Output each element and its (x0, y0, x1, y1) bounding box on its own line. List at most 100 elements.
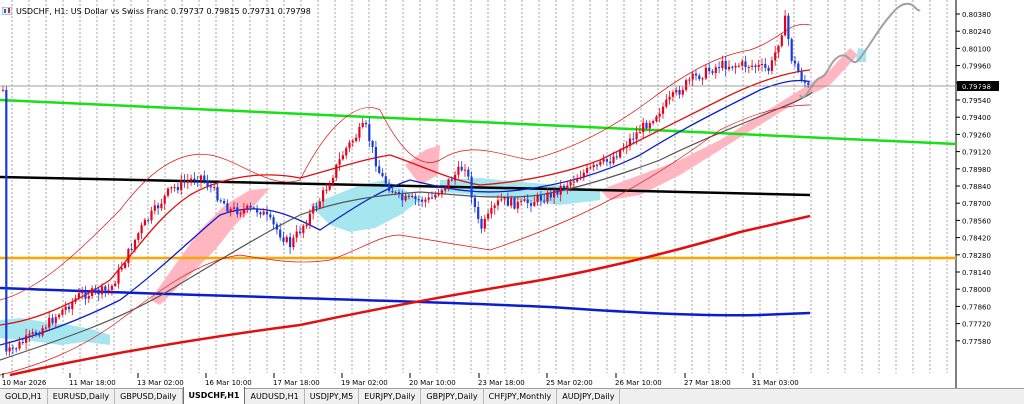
candle (513, 196, 516, 210)
candle (784, 9, 787, 37)
chart-tab[interactable]: AUDUSD,H1 (245, 389, 305, 404)
candle (714, 63, 717, 79)
candle (424, 197, 427, 208)
candle (562, 183, 566, 192)
chart-tab-bar: GOLD,H1 EURUSD,Daily GBPUSD,Daily USDCHF,H1… (0, 387, 1024, 404)
price-label: 0.78280 (962, 252, 991, 260)
candle (34, 329, 38, 337)
candle (173, 183, 176, 192)
candle (203, 170, 206, 184)
chart-tab[interactable]: GBPUSD,Daily (115, 389, 183, 404)
candle (91, 285, 94, 300)
chart-tab[interactable]: AUDJPY,Daily (557, 389, 621, 404)
candle (526, 194, 529, 209)
candle (170, 186, 173, 194)
candle (635, 126, 638, 145)
candle (480, 215, 483, 234)
candle (94, 284, 97, 295)
candle (140, 222, 143, 240)
candle (668, 90, 671, 105)
candle (28, 330, 31, 343)
candle (595, 163, 599, 171)
candle (84, 285, 87, 305)
candle (421, 196, 424, 208)
candle (285, 234, 288, 244)
candle (193, 172, 196, 185)
candle (348, 140, 351, 153)
candle (54, 313, 57, 329)
chart-type-icon (2, 7, 12, 15)
candle (473, 194, 476, 213)
candle (467, 166, 470, 180)
candle (183, 174, 186, 188)
candle (265, 206, 269, 221)
candle (143, 217, 146, 227)
time-label: 25 Mar 02:00 (546, 379, 593, 387)
candle (157, 202, 160, 215)
candle (566, 181, 569, 195)
candle (675, 87, 678, 96)
candle (543, 194, 546, 204)
candle (64, 301, 67, 315)
candle (721, 55, 724, 71)
candle (180, 174, 183, 196)
candle (61, 308, 64, 317)
candle (754, 63, 757, 74)
black-trendline (0, 175, 811, 197)
candle (308, 209, 311, 230)
candle (8, 341, 11, 357)
candle (764, 58, 767, 72)
chart-tab[interactable]: USDCHF,H1 (182, 387, 246, 404)
candle (572, 175, 575, 188)
blue-long-ma (0, 286, 811, 317)
chart-tab[interactable]: EURJPY,Daily (359, 389, 422, 404)
candle (249, 202, 252, 212)
candle (774, 45, 777, 66)
candle (553, 186, 556, 204)
candle (533, 196, 536, 207)
price-label: 0.80100 (962, 45, 991, 53)
chart-tab[interactable]: EURUSD,Daily (47, 389, 116, 404)
candle (219, 198, 222, 204)
candle (404, 192, 407, 202)
price-label: 0.77580 (962, 338, 991, 346)
candle (450, 176, 453, 182)
candle (345, 146, 348, 160)
candle (331, 174, 335, 187)
candle (470, 171, 473, 204)
candle (223, 198, 226, 205)
candle (579, 170, 582, 181)
candle (44, 324, 47, 332)
candle (394, 190, 397, 196)
candle (110, 284, 113, 296)
chart-tab[interactable]: CHFJPY,Monthly (483, 389, 558, 404)
candle (628, 133, 632, 151)
candle (652, 119, 655, 126)
candle (275, 221, 278, 235)
candle (777, 44, 780, 59)
candle (569, 179, 572, 192)
candle (67, 303, 71, 313)
price-label: 0.78000 (962, 286, 991, 294)
candle (447, 178, 450, 192)
candle (655, 114, 658, 123)
price-label: 0.78420 (962, 235, 991, 243)
forecast-projection (799, 2, 921, 99)
candle (586, 164, 589, 176)
price-chart[interactable]: 0.79798 0.80380 0.80240 0.80100 0.79960 0.79… (0, 0, 1024, 388)
candle (483, 215, 486, 232)
candle (209, 180, 212, 193)
candle (374, 140, 377, 172)
red-long-ma (9, 214, 811, 377)
chart-tab[interactable]: GBPJPY,Daily (421, 389, 484, 404)
chart-tab[interactable]: USDJPY,M5 (304, 389, 360, 404)
time-label: 31 Mar 03:00 (752, 379, 799, 387)
candle (760, 58, 764, 72)
price-label: 0.77860 (962, 303, 991, 311)
candle (549, 189, 552, 201)
candle (556, 188, 559, 198)
candle (493, 202, 496, 215)
candle (576, 174, 579, 183)
chart-tab[interactable]: GOLD,H1 (0, 389, 48, 404)
candle (490, 201, 493, 219)
